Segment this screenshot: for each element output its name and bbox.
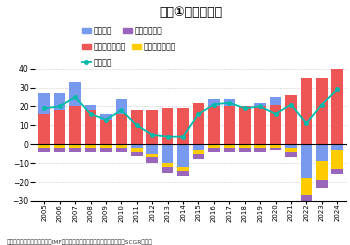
- Bar: [162, 144, 173, 163]
- Bar: [131, 152, 142, 156]
- Bar: [131, 110, 142, 144]
- Bar: [193, 154, 204, 159]
- Bar: [100, 144, 112, 148]
- Bar: [239, 148, 251, 152]
- Bar: [162, 163, 173, 167]
- Bar: [131, 144, 142, 148]
- Text: （出所：財務省、日本銀行、IMFより住友商事グローバルリサーチ作成（SCGR）　）: （出所：財務省、日本銀行、IMFより住友商事グローバルリサーチ作成（SCGR） …: [7, 239, 153, 245]
- Bar: [331, 169, 343, 174]
- Bar: [316, 161, 328, 180]
- Bar: [331, 65, 343, 144]
- Bar: [69, 106, 81, 144]
- Bar: [301, 178, 312, 195]
- Bar: [224, 144, 235, 148]
- Bar: [224, 99, 235, 106]
- Bar: [69, 148, 81, 152]
- Bar: [254, 144, 266, 148]
- Bar: [100, 148, 112, 152]
- Bar: [116, 148, 127, 152]
- Bar: [38, 144, 50, 148]
- Bar: [301, 195, 312, 205]
- Bar: [208, 99, 220, 106]
- Bar: [38, 148, 50, 152]
- Bar: [316, 180, 328, 188]
- Bar: [177, 171, 189, 176]
- Bar: [208, 144, 220, 148]
- Bar: [331, 150, 343, 169]
- Bar: [54, 93, 65, 110]
- Bar: [270, 148, 281, 150]
- Bar: [85, 148, 96, 152]
- Bar: [146, 154, 158, 158]
- Bar: [116, 99, 127, 114]
- Bar: [85, 110, 96, 144]
- Bar: [270, 105, 281, 144]
- Bar: [316, 144, 328, 161]
- Bar: [146, 110, 158, 144]
- Bar: [316, 78, 328, 144]
- Bar: [131, 148, 142, 152]
- Bar: [239, 106, 251, 144]
- Bar: [177, 167, 189, 171]
- Bar: [254, 148, 266, 152]
- Bar: [193, 144, 204, 150]
- Bar: [100, 114, 112, 120]
- Bar: [177, 108, 189, 144]
- Bar: [116, 144, 127, 148]
- Bar: [193, 150, 204, 154]
- Bar: [116, 114, 127, 144]
- Title: 図表①　経常収支: 図表① 経常収支: [159, 6, 222, 19]
- Bar: [54, 110, 65, 144]
- Bar: [208, 106, 220, 144]
- Bar: [38, 93, 50, 114]
- Bar: [270, 144, 281, 148]
- Bar: [54, 144, 65, 148]
- Bar: [162, 108, 173, 144]
- Bar: [54, 148, 65, 152]
- Bar: [38, 114, 50, 144]
- Bar: [270, 97, 281, 105]
- Bar: [331, 144, 343, 150]
- Bar: [254, 103, 266, 106]
- Bar: [85, 144, 96, 148]
- Bar: [85, 105, 96, 110]
- Bar: [224, 148, 235, 152]
- Bar: [69, 82, 81, 106]
- Bar: [285, 144, 297, 148]
- Bar: [146, 158, 158, 163]
- Bar: [146, 144, 158, 154]
- Bar: [69, 144, 81, 148]
- Bar: [285, 148, 297, 152]
- Bar: [285, 152, 297, 158]
- Bar: [100, 120, 112, 144]
- Bar: [285, 95, 297, 144]
- Bar: [254, 106, 266, 144]
- Bar: [301, 144, 312, 178]
- Bar: [162, 167, 173, 172]
- Legend: 経常収支: 経常収支: [82, 58, 112, 67]
- Bar: [239, 144, 251, 148]
- Bar: [193, 103, 204, 144]
- Bar: [177, 144, 189, 167]
- Bar: [208, 148, 220, 152]
- Bar: [301, 78, 312, 144]
- Bar: [224, 106, 235, 144]
